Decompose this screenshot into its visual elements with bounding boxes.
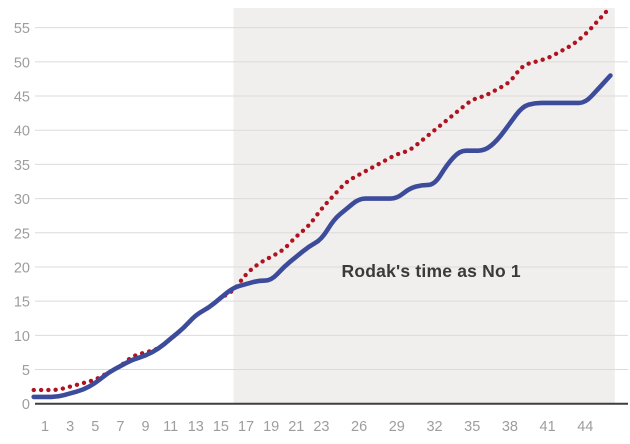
x-axis-tick-label: 23 bbox=[313, 419, 329, 435]
x-axis-tick-label: 29 bbox=[389, 419, 405, 435]
y-axis-tick-label: 40 bbox=[14, 124, 30, 140]
blue-solid-series-line bbox=[31, 73, 613, 400]
x-axis-tick-label: 15 bbox=[213, 419, 229, 435]
x-axis-tick-label: 13 bbox=[188, 419, 204, 435]
y-axis-tick-label: 50 bbox=[14, 55, 30, 71]
y-axis-tick-label: 45 bbox=[14, 90, 30, 106]
x-axis-tick-label: 44 bbox=[577, 419, 593, 435]
x-axis-tick-label: 1 bbox=[41, 419, 49, 435]
red-dotted-series-line bbox=[31, 5, 613, 393]
y-axis-tick-label: 0 bbox=[22, 397, 30, 413]
y-axis-tick-label: 35 bbox=[14, 158, 30, 174]
annotation-rodak-time: Rodak's time as No 1 bbox=[341, 260, 521, 281]
x-axis-tick-label: 26 bbox=[351, 419, 367, 435]
x-axis-tick-label: 38 bbox=[502, 419, 518, 435]
y-axis-tick-label: 15 bbox=[14, 295, 30, 311]
y-axis-tick-label: 55 bbox=[14, 21, 30, 37]
x-axis-tick-label: 19 bbox=[263, 419, 279, 435]
y-axis-tick-label: 10 bbox=[14, 329, 30, 345]
shaded-region bbox=[233, 8, 615, 404]
x-axis-tick-label: 21 bbox=[288, 419, 304, 435]
x-axis-tick-label: 41 bbox=[540, 419, 556, 435]
x-axis-tick-label: 17 bbox=[238, 419, 254, 435]
y-axis-tick-label: 5 bbox=[22, 363, 30, 379]
x-axis-tick-label: 3 bbox=[66, 419, 74, 435]
x-axis-tick-label: 5 bbox=[91, 419, 99, 435]
y-axis-tick-label: 25 bbox=[14, 226, 30, 242]
x-axis-tick-label: 9 bbox=[141, 419, 149, 435]
x-axis-tick-label: 32 bbox=[426, 419, 442, 435]
y-axis-tick-label: 30 bbox=[14, 192, 30, 208]
x-axis-tick-label: 11 bbox=[163, 419, 178, 435]
x-axis-tick-label: 35 bbox=[464, 419, 480, 435]
y-axis-tick-label: 20 bbox=[14, 260, 30, 276]
x-axis-tick-label: 7 bbox=[116, 419, 124, 435]
